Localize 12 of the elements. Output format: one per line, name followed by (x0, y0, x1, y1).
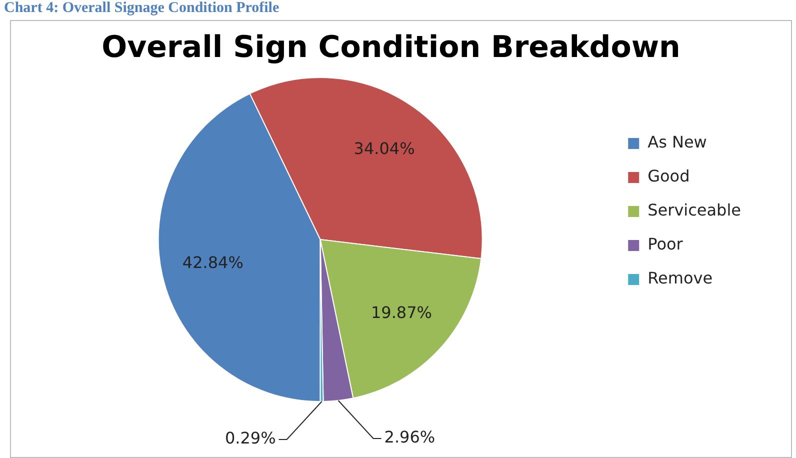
legend-label: Serviceable (648, 200, 742, 220)
data-label: 42.84% (182, 253, 244, 272)
legend-label: As New (648, 132, 707, 152)
caption: Chart 4: Overall Signage Condition Profile (4, 0, 280, 17)
data-label: 0.29% (224, 428, 276, 448)
data-label: 19.87% (370, 303, 432, 322)
chart-title: Overall Sign Condition Breakdown (102, 30, 680, 65)
legend-label: Remove (648, 268, 713, 288)
data-label: 34.04% (354, 138, 415, 158)
data-label: 2.96% (384, 428, 436, 447)
legend-label: Poor (648, 234, 684, 254)
legend-label: Good (648, 166, 690, 186)
